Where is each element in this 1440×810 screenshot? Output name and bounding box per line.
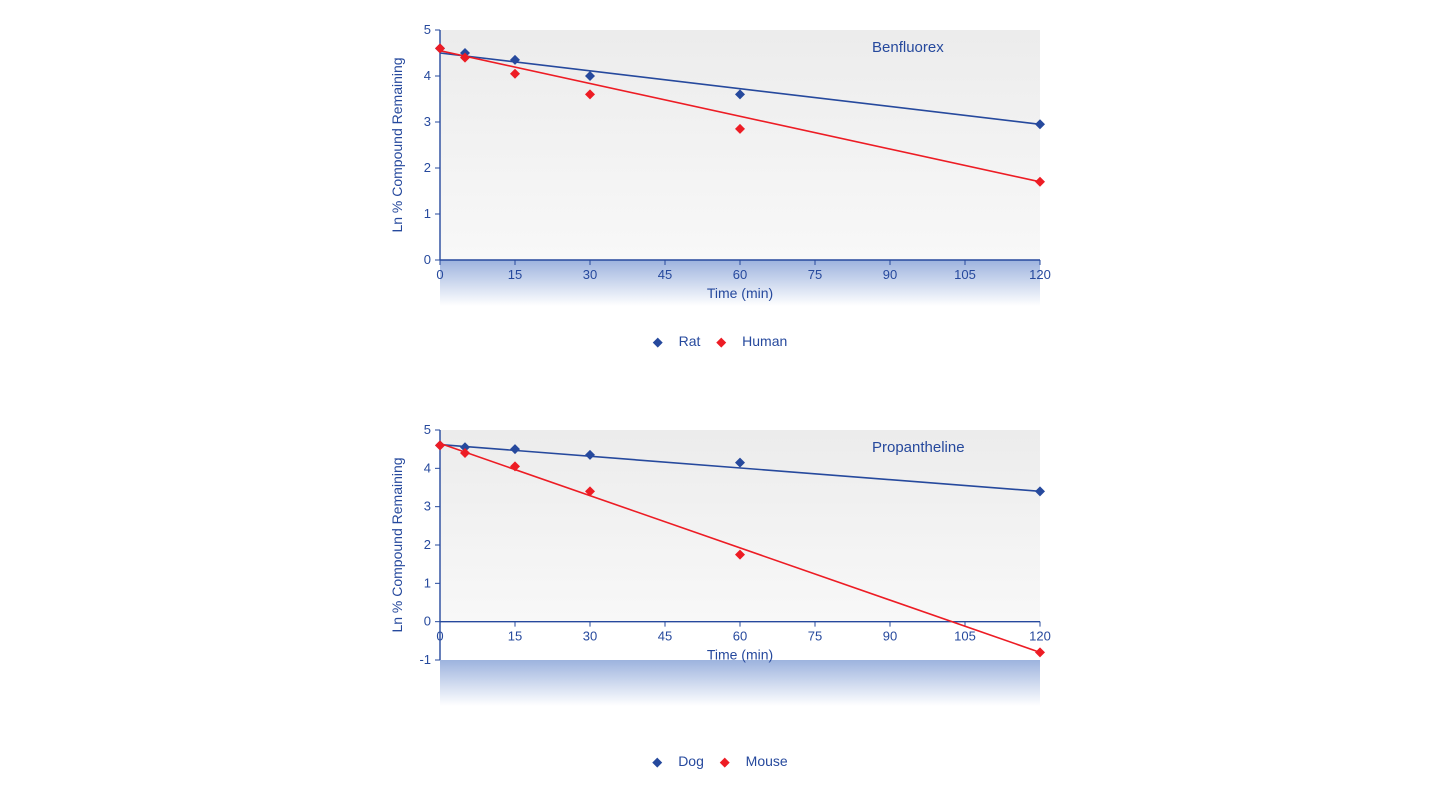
chart-propantheline-legend: ◆ Dog ◆ Mouse bbox=[380, 753, 1060, 770]
y-axis-label: Ln % Compound Remaining bbox=[389, 57, 405, 232]
x-tick-label: 15 bbox=[508, 267, 522, 282]
x-tick-label: 120 bbox=[1029, 629, 1051, 644]
diamond-icon: ◆ bbox=[653, 334, 663, 349]
x-axis-label: Time (min) bbox=[707, 285, 773, 301]
y-tick-label: 3 bbox=[424, 114, 431, 129]
diamond-icon: ◆ bbox=[652, 754, 662, 769]
y-tick-label: 0 bbox=[424, 252, 431, 267]
chart-benfluorex-legend: ◆ Rat ◆ Human bbox=[380, 333, 1060, 350]
legend-label: Human bbox=[742, 333, 787, 349]
y-tick-label: 5 bbox=[424, 422, 431, 437]
legend-label: Mouse bbox=[746, 753, 788, 769]
y-tick-label: 3 bbox=[424, 499, 431, 514]
y-tick-label: -1 bbox=[419, 652, 431, 667]
plot-floor bbox=[440, 660, 1040, 706]
y-tick-label: 1 bbox=[424, 575, 431, 590]
x-tick-label: 90 bbox=[883, 629, 897, 644]
diamond-icon: ◆ bbox=[716, 334, 726, 349]
chart-propantheline-svg: -10123450153045607590105120Time (min)Ln … bbox=[380, 420, 1060, 740]
y-tick-label: 4 bbox=[424, 68, 431, 83]
x-tick-label: 30 bbox=[583, 629, 597, 644]
chart-benfluorex: 0123450153045607590105120Time (min)Ln % … bbox=[380, 20, 1060, 350]
chart-title: Benfluorex bbox=[872, 39, 944, 56]
legend-label: Dog bbox=[678, 753, 704, 769]
y-tick-label: 5 bbox=[424, 22, 431, 37]
x-tick-label: 45 bbox=[658, 629, 672, 644]
x-tick-label: 120 bbox=[1029, 267, 1051, 282]
y-tick-label: 1 bbox=[424, 206, 431, 221]
x-tick-label: 60 bbox=[733, 629, 747, 644]
chart-title: Propantheline bbox=[872, 439, 965, 456]
y-tick-label: 4 bbox=[424, 460, 431, 475]
x-axis-label: Time (min) bbox=[707, 647, 773, 663]
diamond-icon: ◆ bbox=[720, 754, 730, 769]
data-point bbox=[1035, 647, 1045, 657]
x-tick-label: 105 bbox=[954, 267, 976, 282]
page: 0123450153045607590105120Time (min)Ln % … bbox=[0, 0, 1440, 810]
x-tick-label: 60 bbox=[733, 267, 747, 282]
x-tick-label: 75 bbox=[808, 629, 822, 644]
legend-label: Rat bbox=[679, 333, 701, 349]
y-tick-label: 2 bbox=[424, 160, 431, 175]
x-tick-label: 15 bbox=[508, 629, 522, 644]
y-tick-label: 0 bbox=[424, 614, 431, 629]
y-tick-label: 2 bbox=[424, 537, 431, 552]
x-tick-label: 30 bbox=[583, 267, 597, 282]
x-tick-label: 90 bbox=[883, 267, 897, 282]
x-tick-label: 105 bbox=[954, 629, 976, 644]
x-tick-label: 0 bbox=[436, 267, 443, 282]
chart-benfluorex-svg: 0123450153045607590105120Time (min)Ln % … bbox=[380, 20, 1060, 320]
x-tick-label: 0 bbox=[436, 629, 443, 644]
x-tick-label: 75 bbox=[808, 267, 822, 282]
y-axis-label: Ln % Compound Remaining bbox=[389, 457, 405, 632]
chart-propantheline: -10123450153045607590105120Time (min)Ln … bbox=[380, 420, 1060, 770]
x-tick-label: 45 bbox=[658, 267, 672, 282]
